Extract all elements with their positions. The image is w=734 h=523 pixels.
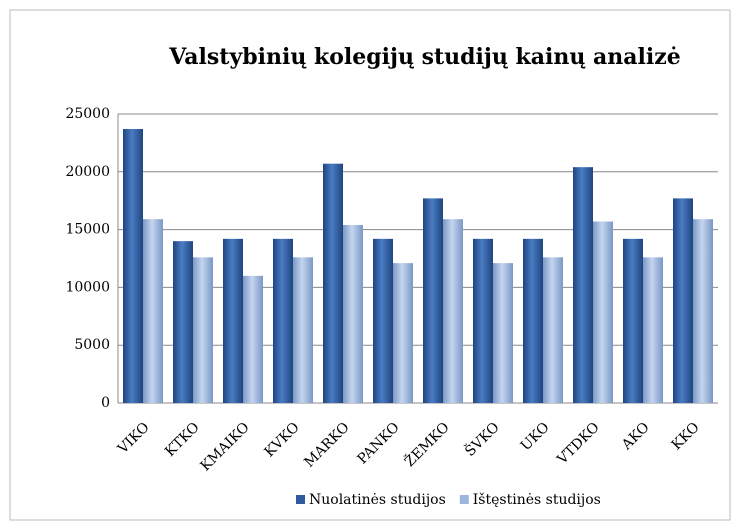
bar	[193, 257, 213, 403]
y-tick-label: 15000	[65, 222, 110, 238]
bar	[143, 219, 163, 403]
bar	[343, 224, 363, 403]
bar	[523, 238, 543, 403]
y-tick-label: 25000	[65, 106, 110, 122]
bar	[593, 221, 613, 403]
bar	[243, 275, 263, 403]
y-tick-label: 20000	[65, 164, 110, 180]
bar	[693, 219, 713, 403]
legend-swatch	[296, 495, 305, 504]
bar	[293, 257, 313, 403]
bar	[123, 129, 143, 403]
bar	[543, 257, 563, 403]
legend-swatch	[459, 495, 469, 504]
bar	[393, 263, 413, 403]
legend-label: Nuolatinės studijos	[309, 492, 446, 508]
bar	[473, 238, 493, 403]
bar	[493, 263, 513, 403]
bar	[623, 238, 643, 403]
bar	[423, 198, 443, 403]
bar	[673, 198, 693, 403]
legend-label: Ištęstinės studijos	[473, 491, 601, 508]
bar	[323, 163, 343, 403]
bar	[273, 238, 293, 403]
y-tick-label: 5000	[74, 337, 110, 353]
y-tick-label: 0	[101, 395, 110, 411]
y-tick-label: 10000	[65, 279, 110, 295]
bar	[443, 219, 463, 403]
bar	[173, 241, 193, 403]
bar	[643, 257, 663, 403]
chart-title: Valstybinių kolegijų studijų kainų anali…	[168, 44, 680, 70]
bar	[223, 238, 243, 403]
bar	[573, 167, 593, 403]
bar	[373, 238, 393, 403]
